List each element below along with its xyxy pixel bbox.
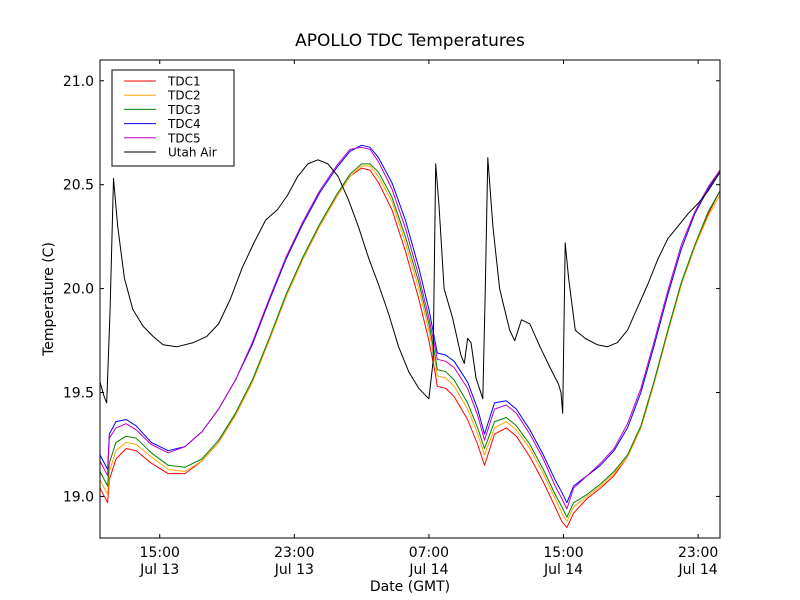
legend-item-tdc2: TDC2 [124,89,201,103]
chart-title: APOLLO TDC Temperatures [295,31,525,51]
legend-label: TDC5 [167,131,201,145]
y-tick-label: 21.0 [63,74,94,90]
legend-item-tdc5: TDC5 [124,131,201,145]
x-tick-label-time: 23:00 [274,545,314,561]
legend-item-tdc1: TDC1 [124,75,201,89]
legend-label: TDC1 [167,75,201,89]
x-tick-label-date: Jul 14 [408,562,448,578]
x-axis-label: Date (GMT) [370,579,450,595]
y-axis-label: Temperature (C) [41,242,57,357]
y-tick-label: 20.5 [63,178,94,194]
series-line-tdc1 [100,167,720,529]
y-axis: 19.0 19.5 20.0 20.5 21.0 [63,74,720,505]
x-tick-label-time: 07:00 [409,545,449,561]
legend-label: TDC4 [167,117,201,131]
x-tick-label-time: 15:00 [140,545,180,561]
y-tick-label: 20.0 [63,282,94,298]
x-tick-label-date: Jul 13 [139,562,179,578]
legend-item-tdc3: TDC3 [124,103,201,117]
x-tick-label-date: Jul 14 [543,562,583,578]
series-line-tdc5 [100,146,720,510]
legend-item-utah-air: Utah Air [124,146,217,160]
legend-frame [111,69,235,167]
series-line-utah-air [100,157,720,414]
plot-frame [99,59,721,539]
series-line-tdc2 [100,165,720,522]
series-line-tdc3 [100,163,720,518]
legend-label: TDC3 [167,103,201,117]
legend-label: Utah Air [168,146,217,160]
x-tick-label-time: 23:00 [678,545,718,561]
legend-item-tdc4: TDC4 [124,117,201,131]
x-tick-label-time: 15:00 [543,545,583,561]
x-tick-label-date: Jul 14 [678,562,718,578]
series-layer [100,144,720,529]
legend-label: TDC2 [167,89,201,103]
x-tick-label-date: Jul 13 [274,562,314,578]
y-tick-label: 19.5 [63,386,94,402]
y-tick-label: 19.0 [63,489,94,505]
